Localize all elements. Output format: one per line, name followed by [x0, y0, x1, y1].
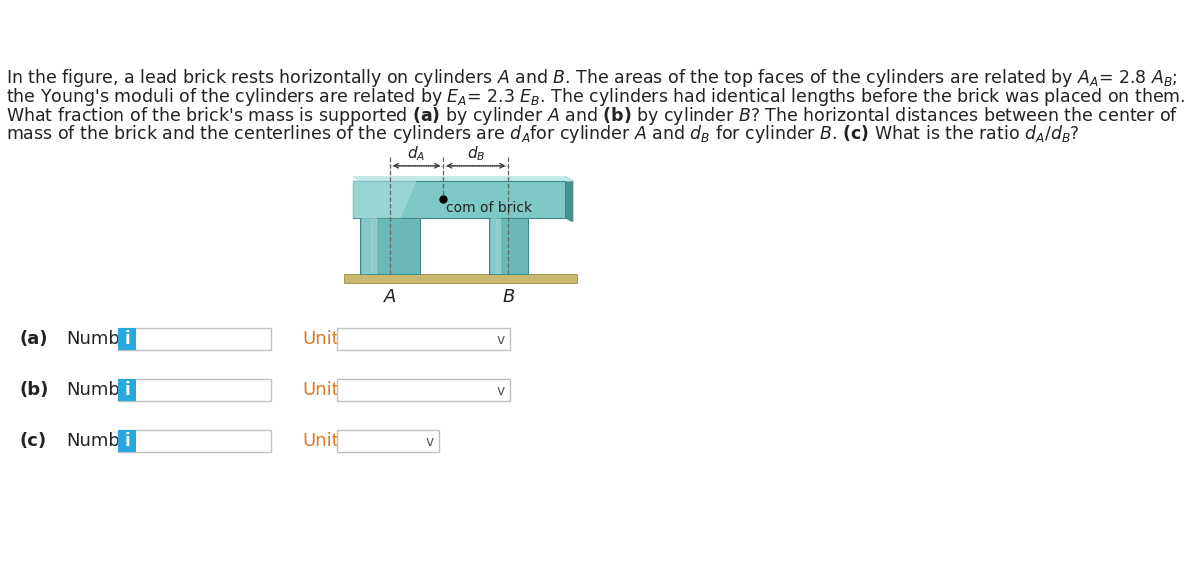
Text: What fraction of the brick's mass is supported $\mathbf{(a)}$ by cylinder $A$ an: What fraction of the brick's mass is sup… [6, 105, 1178, 127]
Text: the Young's moduli of the cylinders are related by $E_A$= 2.3 $E_B$. The cylinde: the Young's moduli of the cylinders are … [6, 86, 1186, 108]
Bar [118, 379, 271, 401]
Text: $d_B$: $d_B$ [467, 144, 485, 163]
Bar [118, 328, 137, 350]
Text: v: v [497, 384, 505, 398]
Bar [353, 181, 565, 217]
Bar [337, 328, 510, 350]
Bar [337, 430, 439, 452]
Bar [118, 328, 271, 350]
Text: (a): (a) [19, 330, 48, 348]
Text: Number: Number [67, 381, 139, 399]
Bar [118, 379, 137, 401]
Text: (c): (c) [19, 432, 47, 450]
Polygon shape [491, 218, 496, 273]
Text: In the figure, a lead brick rests horizontally on cylinders $A$ and $B$. The are: In the figure, a lead brick rests horizo… [6, 67, 1178, 89]
Text: com of brick: com of brick [446, 201, 533, 215]
Polygon shape [362, 218, 371, 273]
Bar [337, 379, 510, 401]
Polygon shape [565, 177, 572, 221]
Text: v: v [426, 435, 434, 449]
Text: Number: Number [67, 432, 139, 450]
Bar [360, 217, 420, 274]
Polygon shape [353, 177, 572, 181]
Text: $A$: $A$ [383, 288, 397, 306]
Text: $B$: $B$ [502, 288, 515, 306]
Polygon shape [497, 218, 499, 273]
Bar [488, 217, 528, 274]
Text: i: i [125, 330, 130, 348]
Text: $d_A$: $d_A$ [408, 144, 426, 163]
Text: (b): (b) [19, 381, 49, 399]
Text: i: i [125, 381, 130, 399]
Text: Number: Number [67, 330, 139, 348]
Bar [343, 274, 576, 283]
Polygon shape [353, 181, 415, 217]
Text: Units: Units [302, 330, 348, 348]
Text: Units: Units [302, 381, 348, 399]
Text: v: v [497, 333, 505, 347]
Text: Units: Units [302, 432, 348, 450]
Text: mass of the brick and the centerlines of the cylinders are $d_A$for cylinder $A$: mass of the brick and the centerlines of… [6, 123, 1080, 145]
Bar [118, 430, 271, 452]
Bar [118, 430, 137, 452]
Polygon shape [372, 218, 377, 273]
Text: i: i [125, 432, 130, 450]
